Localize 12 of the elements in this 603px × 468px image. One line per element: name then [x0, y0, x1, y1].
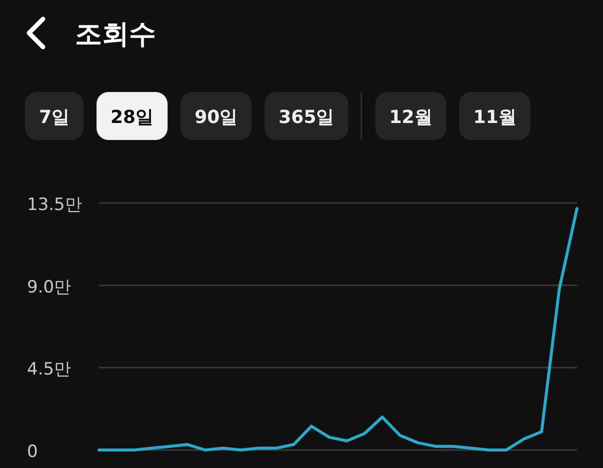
text: 11월: [473, 107, 516, 128]
text: 365일: [278, 107, 334, 128]
text: 7일: [39, 107, 70, 128]
chart-title: 조회수: [75, 19, 156, 50]
y-tick-label: 4.5만: [27, 360, 72, 380]
text: 90일: [194, 107, 238, 128]
text: 28일: [110, 107, 154, 128]
y-tick-label: 13.5만: [27, 195, 82, 215]
line-series: [98, 206, 578, 452]
y-tick-label: 9.0만: [27, 277, 72, 298]
text: 12월: [389, 107, 432, 128]
y-tick-label: 0: [27, 442, 38, 462]
